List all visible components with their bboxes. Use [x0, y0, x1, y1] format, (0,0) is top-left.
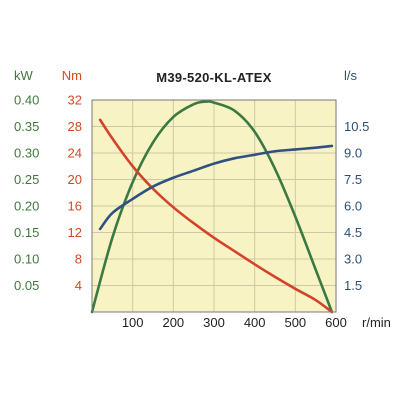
series-line-nm [98, 118, 334, 314]
x-tick-label: 600 [325, 315, 347, 330]
nm-tick-label: 4 [75, 278, 82, 293]
kw-tick-label: 0.15 [14, 225, 39, 240]
ls-tick-label: 7.5 [344, 172, 362, 187]
kw-tick-label: 0.40 [14, 93, 39, 108]
nm-tick-label: 32 [68, 93, 82, 108]
nm-axis-unit: Nm [62, 68, 82, 83]
ls-tick-label: 1.5 [344, 278, 362, 293]
labels: 100 200 300 400 500 600 r/min 0.40 0.35 0.30 0.25 0… [14, 68, 391, 330]
kw-tick-label: 0.20 [14, 199, 39, 214]
series-line-ls [98, 144, 334, 231]
x-tick-label: 500 [284, 315, 306, 330]
ls-tick-label: 6.0 [344, 199, 362, 214]
x-tick-label: 400 [244, 315, 266, 330]
nm-tick-label: 12 [68, 225, 82, 240]
nm-tick-label: 8 [75, 252, 82, 267]
ls-axis-unit: l/s [344, 68, 358, 83]
ls-tick-label: 10.5 [344, 119, 369, 134]
x-axis-unit: r/min [362, 315, 391, 330]
kw-tick-label: 0.10 [14, 252, 39, 267]
ls-tick-label: 4.5 [344, 225, 362, 240]
kw-tick-label: 0.25 [14, 172, 39, 187]
nm-tick-label: 24 [68, 146, 82, 161]
series-line-kw [90, 100, 334, 314]
kw-tick-label: 0.05 [14, 278, 39, 293]
x-tick-label: 200 [162, 315, 184, 330]
kw-axis-unit: kW [14, 68, 34, 83]
kw-tick-label: 0.35 [14, 119, 39, 134]
ls-tick-label: 3.0 [344, 252, 362, 267]
nm-tick-label: 28 [68, 119, 82, 134]
x-tick-label: 300 [203, 315, 225, 330]
ls-tick-label: 9.0 [344, 146, 362, 161]
series-layer [90, 100, 334, 314]
nm-tick-label: 16 [68, 199, 82, 214]
kw-tick-label: 0.30 [14, 146, 39, 161]
chart-title: M39-520-KL-ATEX [156, 70, 272, 85]
nm-tick-label: 20 [68, 172, 82, 187]
x-tick-label: 100 [122, 315, 144, 330]
plot-frame [91, 99, 337, 313]
